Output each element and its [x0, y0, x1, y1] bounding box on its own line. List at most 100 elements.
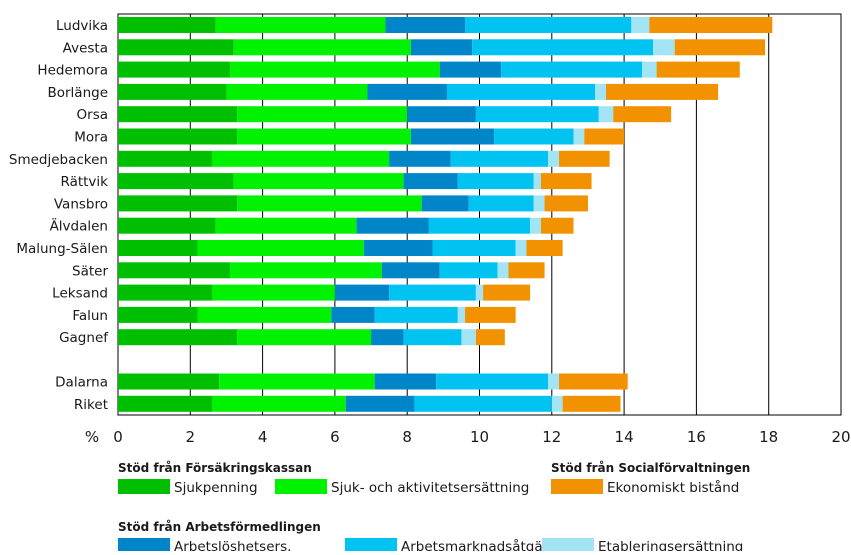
- bar-mora-arbetsmarknadsatgarder: [493, 128, 574, 145]
- bar-smedjebacken-arbetsmarknadsatgarder: [450, 150, 549, 167]
- bar-riket-sjukpenning: [118, 395, 212, 412]
- bar-mora-sjuk-och-aktivitetsersattning: [237, 128, 411, 145]
- category-label-alvdalen: Älvdalen: [50, 217, 108, 235]
- bar-hedemora-ekonomiskt-bistand: [656, 61, 740, 78]
- bar-orsa-etableringsersattning: [598, 106, 614, 123]
- category-label-malung-salen: Malung-Sälen: [16, 241, 108, 257]
- category-label-sater: Säter: [72, 263, 108, 279]
- category-label-riket: Riket: [74, 397, 108, 413]
- x-tick-label-20: 20: [831, 428, 850, 446]
- legend-group-title-stod-fran-arbetsformedlingen: Stöd från Arbetsförmedlingen: [118, 520, 321, 534]
- bar-sater-sjukpenning: [118, 262, 231, 279]
- legend-swatch-etableringsersattning: [542, 538, 594, 553]
- bar-borlange-sjuk-och-aktivitetsersattning: [226, 83, 368, 100]
- bar-sater-arbetsmarknadsatgarder: [439, 262, 498, 279]
- bar-mora-etableringsersattning: [573, 128, 585, 145]
- bar-malung-salen-etableringsersattning: [515, 240, 527, 256]
- bar-smedjebacken-sjukpenning: [118, 150, 212, 167]
- bar-ludvika-sjuk-och-aktivitetsersattning: [215, 17, 386, 33]
- bar-leksand-arbetsloshetsers: [334, 284, 390, 301]
- bar-riket-etableringsersattning: [551, 395, 563, 412]
- category-label-orsa: Orsa: [77, 107, 108, 123]
- bar-riket-arbetsloshetsers: [345, 395, 415, 412]
- bar-smedjebacken-ekonomiskt-bistand: [559, 150, 610, 167]
- bar-rattvik-sjuk-och-aktivitetsersattning: [233, 173, 404, 190]
- bar-malung-salen-sjuk-och-aktivitetsersattning: [197, 240, 364, 256]
- bar-dalarna-arbetsloshetsers: [374, 373, 437, 390]
- category-label-ludvika: Ludvika: [56, 18, 108, 34]
- bar-rattvik-arbetsmarknadsatgarder: [457, 173, 534, 190]
- bar-leksand-ekonomiskt-bistand: [483, 284, 531, 301]
- bar-malung-salen-arbetsmarknadsatgarder: [432, 240, 516, 256]
- bar-mora-sjukpenning: [118, 128, 238, 145]
- bar-gagnef-arbetsmarknadsatgarder: [403, 329, 462, 346]
- category-label-hedemora: Hedemora: [37, 63, 108, 79]
- bar-avesta-etableringsersattning: [653, 39, 675, 56]
- bar-borlange-arbetsloshetsers: [367, 83, 447, 100]
- x-tick-label-10: 10: [470, 428, 489, 446]
- category-label-avesta: Avesta: [63, 40, 108, 56]
- bar-gagnef-etableringsersattning: [461, 329, 476, 346]
- bar-sater-arbetsloshetsers: [381, 262, 440, 279]
- bar-avesta-arbetsloshetsers: [410, 39, 473, 56]
- bar-falun-sjukpenning: [118, 306, 198, 323]
- category-label-borlange: Borlänge: [47, 85, 108, 101]
- bar-riket-sjuk-och-aktivitetsersattning: [211, 395, 346, 412]
- bar-alvdalen-arbetsloshetsers: [356, 217, 429, 234]
- bar-gagnef-sjuk-och-aktivitetsersattning: [237, 329, 372, 346]
- bar-alvdalen-sjuk-och-aktivitetsersattning: [215, 217, 357, 234]
- bar-smedjebacken-etableringsersattning: [548, 150, 560, 167]
- bar-ludvika-arbetsloshetsers: [385, 17, 466, 33]
- bar-borlange-etableringsersattning: [595, 83, 607, 100]
- x-tick-label-2: 2: [186, 428, 196, 446]
- bar-ludvika-etableringsersattning: [631, 17, 650, 33]
- bar-avesta-arbetsmarknadsatgarder: [472, 39, 654, 56]
- category-label-mora: Mora: [74, 130, 108, 146]
- bar-borlange-sjukpenning: [118, 83, 227, 100]
- bar-smedjebacken-sjuk-och-aktivitetsersattning: [211, 150, 390, 167]
- bar-alvdalen-arbetsmarknadsatgarder: [428, 217, 531, 234]
- bar-vansbro-arbetsloshetsers: [421, 195, 469, 212]
- x-tick-label-4: 4: [258, 428, 268, 446]
- bar-mora-arbetsloshetsers: [410, 128, 494, 145]
- legend-label-ekonomiskt-bistand: Ekonomiskt bistånd: [607, 479, 739, 496]
- bar-orsa-arbetsmarknadsatgarder: [475, 106, 599, 123]
- bar-ludvika-sjukpenning: [118, 17, 216, 33]
- legend-label-etableringsersattning: Etableringsersättning: [598, 539, 743, 551]
- category-label-leksand: Leksand: [52, 286, 108, 302]
- bar-vansbro-sjukpenning: [118, 195, 238, 212]
- bar-sater-ekonomiskt-bistand: [508, 262, 545, 279]
- bar-riket-ekonomiskt-bistand: [562, 395, 621, 412]
- bar-leksand-arbetsmarknadsatgarder: [389, 284, 476, 301]
- bar-alvdalen-ekonomiskt-bistand: [540, 217, 574, 234]
- bar-orsa-sjuk-och-aktivitetsersattning: [237, 106, 408, 123]
- bar-falun-arbetsloshetsers: [331, 306, 375, 323]
- bar-avesta-sjukpenning: [118, 39, 234, 56]
- bar-sater-etableringsersattning: [497, 262, 509, 279]
- bar-hedemora-sjukpenning: [118, 61, 231, 78]
- bar-leksand-etableringsersattning: [475, 284, 484, 301]
- bar-rattvik-sjukpenning: [118, 173, 234, 190]
- x-tick-label-18: 18: [759, 428, 778, 446]
- bar-hedemora-sjuk-och-aktivitetsersattning: [230, 61, 440, 78]
- legend-label-sjuk-och-aktivitetsersattning: Sjuk- och aktivitetsersättning: [331, 480, 529, 496]
- x-tick-label-6: 6: [330, 428, 340, 446]
- x-tick-label-14: 14: [615, 428, 634, 446]
- bar-orsa-sjukpenning: [118, 106, 238, 123]
- legend-group-title-stod-fran-forsakringskassan: Stöd från Försäkringskassan: [118, 461, 312, 475]
- bar-sater-sjuk-och-aktivitetsersattning: [230, 262, 382, 279]
- bar-malung-salen-sjukpenning: [118, 240, 198, 256]
- bar-leksand-sjuk-och-aktivitetsersattning: [211, 284, 335, 301]
- bar-hedemora-arbetsmarknadsatgarder: [501, 61, 643, 78]
- category-label-smedjebacken: Smedjebacken: [9, 152, 108, 168]
- category-label-vansbro: Vansbro: [54, 196, 108, 212]
- legend-swatch-arbetsloshetsers: [118, 538, 170, 553]
- legend-swatch-sjuk-och-aktivitetsersattning: [275, 479, 327, 494]
- bar-riket-arbetsmarknadsatgarder: [414, 395, 552, 412]
- bar-falun-sjuk-och-aktivitetsersattning: [197, 306, 332, 323]
- bar-falun-etableringsersattning: [457, 306, 466, 323]
- bar-dalarna-ekonomiskt-bistand: [559, 373, 628, 390]
- x-axis-unit-label: %: [85, 428, 99, 446]
- bar-borlange-arbetsmarknadsatgarder: [446, 83, 596, 100]
